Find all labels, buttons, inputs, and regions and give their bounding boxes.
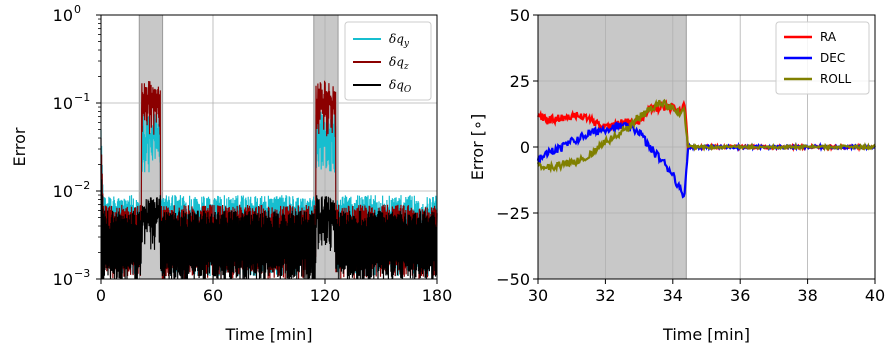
legend: δqy δqz δqO <box>344 21 432 101</box>
x-tick-label-1: 32 <box>595 286 615 305</box>
y-axis-label: Error <box>10 127 29 166</box>
legend-label-1: DEC <box>820 51 845 65</box>
legend-label-0: δqy <box>389 32 410 49</box>
x-tick-label-3: 180 <box>422 286 453 305</box>
y-tick-label-1: −25 <box>496 204 530 223</box>
axes-frame <box>100 14 438 280</box>
legend-box <box>344 21 432 101</box>
y-tick-exponent-0: −3 <box>74 267 90 280</box>
y-tick-exponent-2: −1 <box>74 91 90 104</box>
y-tick-label-4: 50 <box>510 6 530 25</box>
y-tick-exponent-3: 0 <box>74 3 81 16</box>
x-tick-label-2: 34 <box>663 286 683 305</box>
series-line-2 <box>100 164 438 280</box>
x-tick-label-4: 38 <box>797 286 817 305</box>
x-tick-label-5: 40 <box>865 286 885 305</box>
x-tick-label-0: 30 <box>528 286 548 305</box>
legend-label-2: ROLL <box>820 72 851 86</box>
y-tick-label-3: 25 <box>510 72 530 91</box>
legend-label-1: δqz <box>389 55 409 72</box>
y-tick-label-0: 10 <box>53 270 73 289</box>
series-lines <box>100 80 438 280</box>
x-tick-label-3: 36 <box>730 286 750 305</box>
series-line-2 <box>536 98 876 174</box>
x-tick-label-0: 0 <box>96 286 106 305</box>
y-tick-label-3: 10 <box>53 6 73 25</box>
legend-label-2: δqO <box>389 78 412 95</box>
x-axis-label: Time [min] <box>662 325 750 344</box>
y-tick-label-2: 0 <box>520 138 530 157</box>
legend-box <box>775 21 870 95</box>
x-axis-label: Time [min] <box>225 325 313 344</box>
y-tick-label-1: 10 <box>53 182 73 201</box>
y-tick-exponent-1: −2 <box>74 179 90 192</box>
y-tick-label-0: −50 <box>496 270 530 289</box>
y-axis-label: Error [∘] <box>468 114 487 181</box>
legend: RA DEC ROLL <box>775 21 870 95</box>
y-tick-label-2: 10 <box>53 94 73 113</box>
series-lines <box>536 98 876 199</box>
ticks: 30 32 34 36 38 40 −50 −25 0 25 50 <box>496 6 885 305</box>
x-tick-label-1: 60 <box>203 286 223 305</box>
x-tick-label-2: 120 <box>310 286 341 305</box>
right-chart: 30 32 34 36 38 40 −50 −25 0 25 50 Time [min] Error… <box>468 6 885 344</box>
legend-label-0: RA <box>820 30 837 44</box>
